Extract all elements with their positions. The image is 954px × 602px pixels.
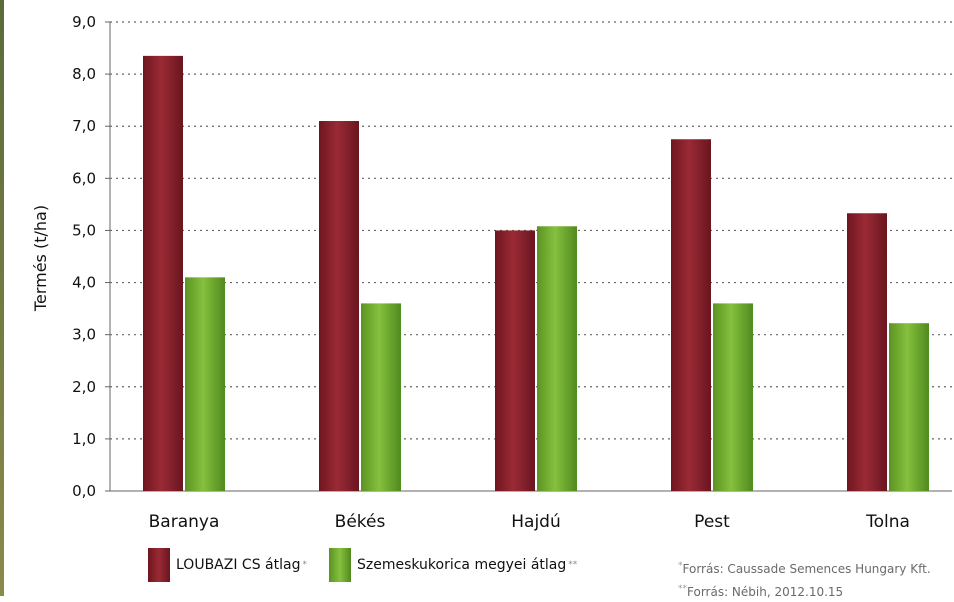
bar-loubazi bbox=[495, 230, 535, 491]
legend-swatch-red bbox=[148, 548, 170, 582]
bar-loubazi bbox=[143, 55, 183, 491]
bar-megyei bbox=[185, 277, 225, 491]
y-tick-label: 1,0 bbox=[72, 430, 96, 448]
left-edge-decoration bbox=[0, 0, 4, 596]
x-category-label: Tolna bbox=[865, 512, 910, 532]
source-text-2: Forrás: Nébih, 2012.10.15 bbox=[687, 585, 844, 599]
source-marker-1: * bbox=[678, 561, 683, 571]
source-line-2: **Forrás: Nébih, 2012.10.15 bbox=[676, 579, 931, 602]
bar-megyei bbox=[537, 226, 577, 491]
source-line-1: *Forrás: Caussade Semences Hungary Kft. bbox=[676, 556, 931, 579]
y-tick-label: 6,0 bbox=[72, 169, 96, 187]
legend-marker-loubazi: * bbox=[302, 560, 307, 570]
y-tick-label: 4,0 bbox=[72, 274, 96, 292]
y-tick-label: 9,0 bbox=[72, 13, 96, 31]
y-tick-label: 2,0 bbox=[72, 378, 96, 396]
bar-megyei bbox=[361, 303, 401, 491]
legend-item-megyei: Szemeskukorica megyei átlag ** bbox=[328, 548, 578, 582]
source-notes: *Forrás: Caussade Semences Hungary Kft. … bbox=[676, 556, 931, 602]
legend-marker-megyei: ** bbox=[568, 560, 578, 570]
bars bbox=[143, 55, 929, 491]
y-tick-label: 3,0 bbox=[72, 326, 96, 344]
legend: LOUBAZI CS átlag * Szemeskukorica megyei… bbox=[148, 548, 599, 582]
bar-megyei bbox=[713, 303, 753, 491]
y-tick-label: 0,0 bbox=[72, 482, 96, 500]
legend-label-megyei: Szemeskukorica megyei átlag bbox=[356, 557, 567, 573]
legend-label-loubazi: LOUBAZI CS átlag bbox=[176, 557, 301, 573]
x-axis: Baranya Békés Hajdú Pest Tolna bbox=[149, 512, 910, 532]
x-category-label: Baranya bbox=[149, 512, 220, 532]
bar-loubazi bbox=[319, 121, 359, 491]
y-tick-label: 8,0 bbox=[72, 65, 96, 83]
legend-item-loubazi: LOUBAZI CS átlag * bbox=[148, 548, 307, 582]
bar-megyei bbox=[889, 323, 929, 491]
x-category-label: Hajdú bbox=[511, 512, 561, 532]
legend-swatch-green bbox=[328, 548, 351, 582]
y-axis: 0,0 1,0 2,0 3,0 4,0 5,0 6,0 7,0 8,0 9,0 bbox=[72, 13, 111, 500]
bar-chart: 0,0 1,0 2,0 3,0 4,0 5,0 6,0 7,0 8,0 9,0 Baranya Bé… bbox=[31, 13, 952, 532]
bar-loubazi bbox=[671, 139, 711, 491]
source-marker-2: ** bbox=[678, 584, 687, 594]
bar-loubazi bbox=[847, 213, 887, 491]
y-tick-label: 5,0 bbox=[72, 221, 96, 239]
y-axis-label: Termés (t/ha) bbox=[31, 205, 50, 312]
y-tick-label: 7,0 bbox=[72, 117, 96, 135]
x-category-label: Békés bbox=[335, 512, 386, 532]
x-category-label: Pest bbox=[694, 512, 730, 532]
source-text-1: Forrás: Caussade Semences Hungary Kft. bbox=[682, 562, 931, 576]
